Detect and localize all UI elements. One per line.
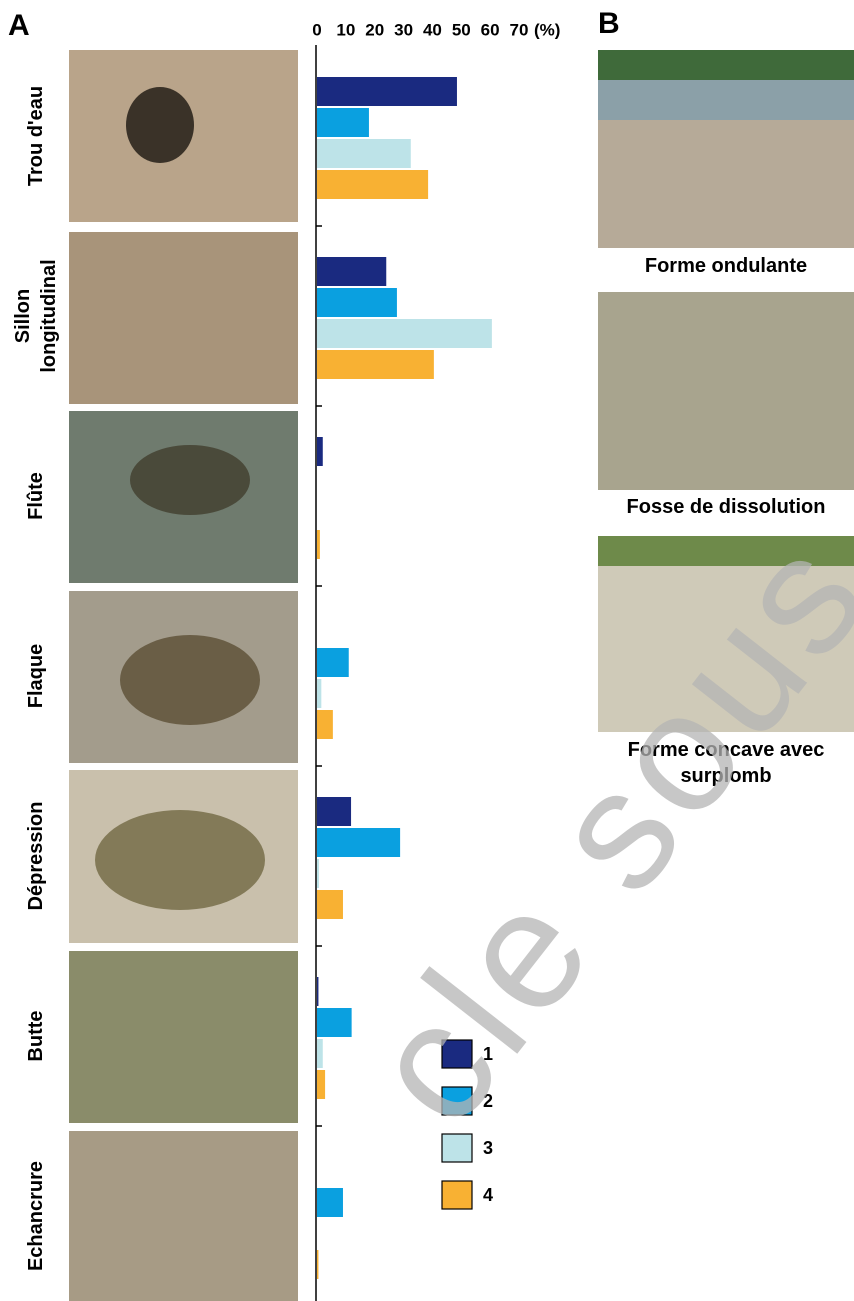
legend-swatch	[441, 1086, 473, 1116]
photos	[69, 50, 854, 1301]
legend-swatch	[441, 1039, 473, 1069]
bar	[317, 437, 323, 466]
photo	[598, 536, 854, 732]
caption: Forme ondulante	[644, 255, 808, 277]
legend-label: 2	[483, 1091, 493, 1111]
bar	[317, 1070, 326, 1099]
x-tick-label: 30	[394, 20, 413, 39]
bar	[317, 108, 369, 137]
category-label: Butte	[25, 1010, 47, 1062]
photo	[69, 951, 298, 1123]
x-tick-label: 50	[452, 20, 471, 39]
x-tick-label: 60	[481, 20, 500, 39]
legend-label: 3	[483, 1138, 493, 1158]
legend-label: 4	[483, 1185, 493, 1205]
photo	[69, 1131, 298, 1301]
bar	[317, 890, 343, 919]
panel-label: B	[598, 7, 620, 40]
bar	[317, 319, 492, 348]
bar	[317, 1008, 352, 1037]
photo	[69, 232, 298, 404]
x-tick-label: 40	[423, 20, 442, 39]
bar	[317, 139, 411, 168]
category-label: Dépression	[25, 801, 47, 911]
bar	[317, 828, 401, 857]
x-tick-label: 20	[365, 20, 384, 39]
x-tick-label: 10	[336, 20, 355, 39]
bar	[317, 530, 320, 559]
photo-detail	[598, 536, 854, 566]
bar	[317, 797, 352, 826]
legend-swatch	[441, 1133, 473, 1163]
category-label: Flûte	[25, 472, 47, 520]
photo	[598, 292, 854, 490]
photo-detail	[598, 80, 854, 120]
bar	[317, 1039, 323, 1068]
category-label: Trou d'eau	[25, 85, 47, 187]
panel-label: A	[8, 9, 30, 42]
bar	[317, 1188, 343, 1217]
caption: Fosse de dissolution	[626, 496, 826, 518]
bar	[317, 648, 349, 677]
bar	[317, 859, 320, 888]
caption: Forme concave avec surplomb	[627, 739, 825, 787]
legend-swatch	[441, 1180, 473, 1210]
category-label: Sillon longitudinal	[12, 259, 60, 373]
photo-detail	[95, 810, 265, 910]
legend-label: 1	[483, 1044, 493, 1064]
bar	[317, 710, 333, 739]
photo-detail	[126, 87, 194, 163]
x-tick-label: 0	[312, 20, 321, 39]
x-axis-label: (%)	[534, 20, 560, 39]
bar	[317, 977, 319, 1006]
photo-detail	[120, 635, 260, 725]
bar	[317, 1250, 319, 1279]
bar	[317, 679, 322, 708]
category-label: Echancrure	[25, 1160, 47, 1272]
bar	[317, 77, 457, 106]
bar	[317, 257, 387, 286]
x-tick-label: 70	[510, 20, 529, 39]
bar	[317, 350, 434, 379]
bar	[317, 170, 429, 199]
photo-detail	[130, 445, 250, 515]
bar	[317, 288, 397, 317]
category-label: Flaque	[25, 643, 47, 709]
photo-detail	[598, 50, 854, 80]
